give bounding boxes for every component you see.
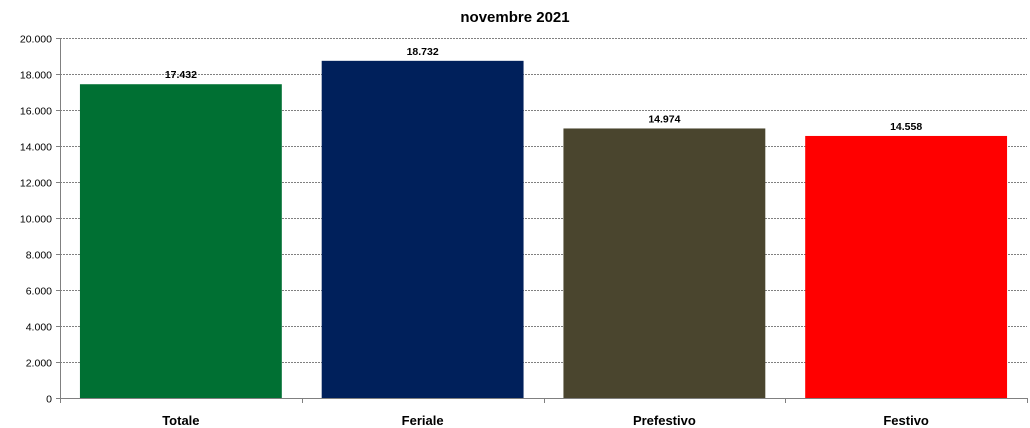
y-tick-label: 18.000 xyxy=(20,70,52,82)
data-label: 14.974 xyxy=(648,113,680,125)
x-tick-label: Festivo xyxy=(883,413,929,428)
bar-totale xyxy=(79,84,282,398)
y-tick-label: 6.000 xyxy=(26,286,52,298)
axes xyxy=(56,38,1028,403)
x-tick-label: Prefestivo xyxy=(633,413,696,428)
data-label: 18.732 xyxy=(407,46,439,58)
y-tick-label: 2.000 xyxy=(26,358,52,370)
y-tick-label: 0 xyxy=(46,394,52,406)
y-tick-label: 10.000 xyxy=(20,214,52,226)
bar-festivo xyxy=(805,135,1008,398)
y-tick-label: 8.000 xyxy=(26,250,52,262)
y-tick-label: 4.000 xyxy=(26,322,52,334)
bar-feriale xyxy=(321,60,524,398)
y-tick-label: 20.000 xyxy=(20,34,52,46)
y-axis-ticks: 0 2.000 4.000 6.000 8.000 10.000 12.000 14.000 1… xyxy=(20,34,52,406)
bar-prefestivo xyxy=(563,128,766,398)
y-tick-label: 16.000 xyxy=(20,106,52,118)
data-labels: 17.432 18.732 14.974 14.558 xyxy=(165,46,923,133)
x-axis-labels: Totale Feriale Prefestivo Festivo xyxy=(162,413,929,428)
bars xyxy=(79,60,1008,398)
y-tick-label: 12.000 xyxy=(20,178,52,190)
x-tick-label: Totale xyxy=(162,413,199,428)
x-tick-label: Feriale xyxy=(402,413,444,428)
y-tick-label: 14.000 xyxy=(20,142,52,154)
chart-title: novembre 2021 xyxy=(460,9,569,26)
data-label: 17.432 xyxy=(165,69,197,81)
data-label: 14.558 xyxy=(890,121,922,133)
